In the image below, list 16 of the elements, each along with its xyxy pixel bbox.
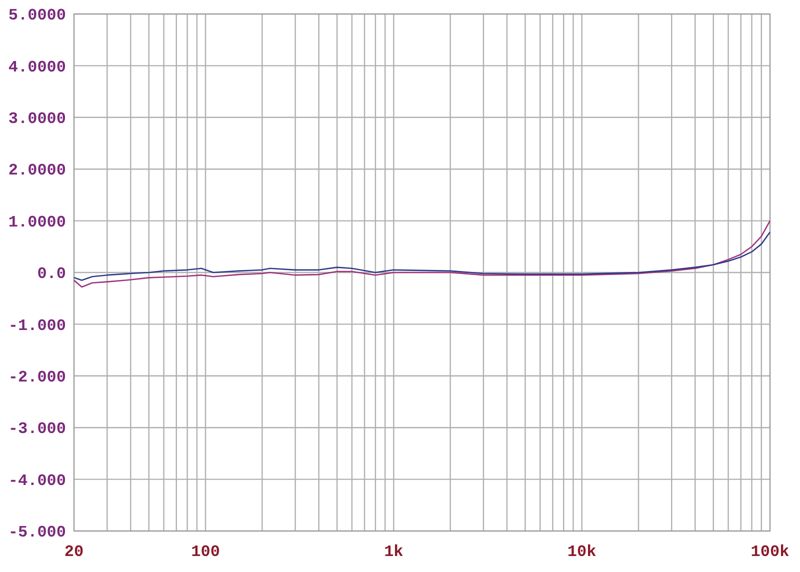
y-tick-label: 3.0000 (8, 110, 66, 128)
y-tick-label: -1.000 (8, 316, 66, 335)
y-tick-label: 2.0000 (8, 162, 66, 180)
y-tick-label: -2.000 (8, 368, 66, 386)
y-tick-label: 4.0000 (8, 58, 66, 76)
x-tick-label: 10k (567, 543, 597, 561)
y-tick-label: -4.000 (8, 472, 66, 490)
y-tick-label: 0.0 (37, 265, 66, 284)
x-tick-label: 100 (191, 543, 220, 561)
y-tick-label: 1.0000 (8, 213, 66, 232)
y-tick-label: -3.000 (8, 420, 66, 438)
x-tick-label: 100k (750, 543, 790, 561)
y-tick-label: -5.000 (8, 524, 66, 542)
x-tick-label: 20 (64, 543, 84, 561)
y-tick-label: 5.0000 (8, 6, 66, 25)
x-tick-label: 1k (384, 543, 404, 561)
